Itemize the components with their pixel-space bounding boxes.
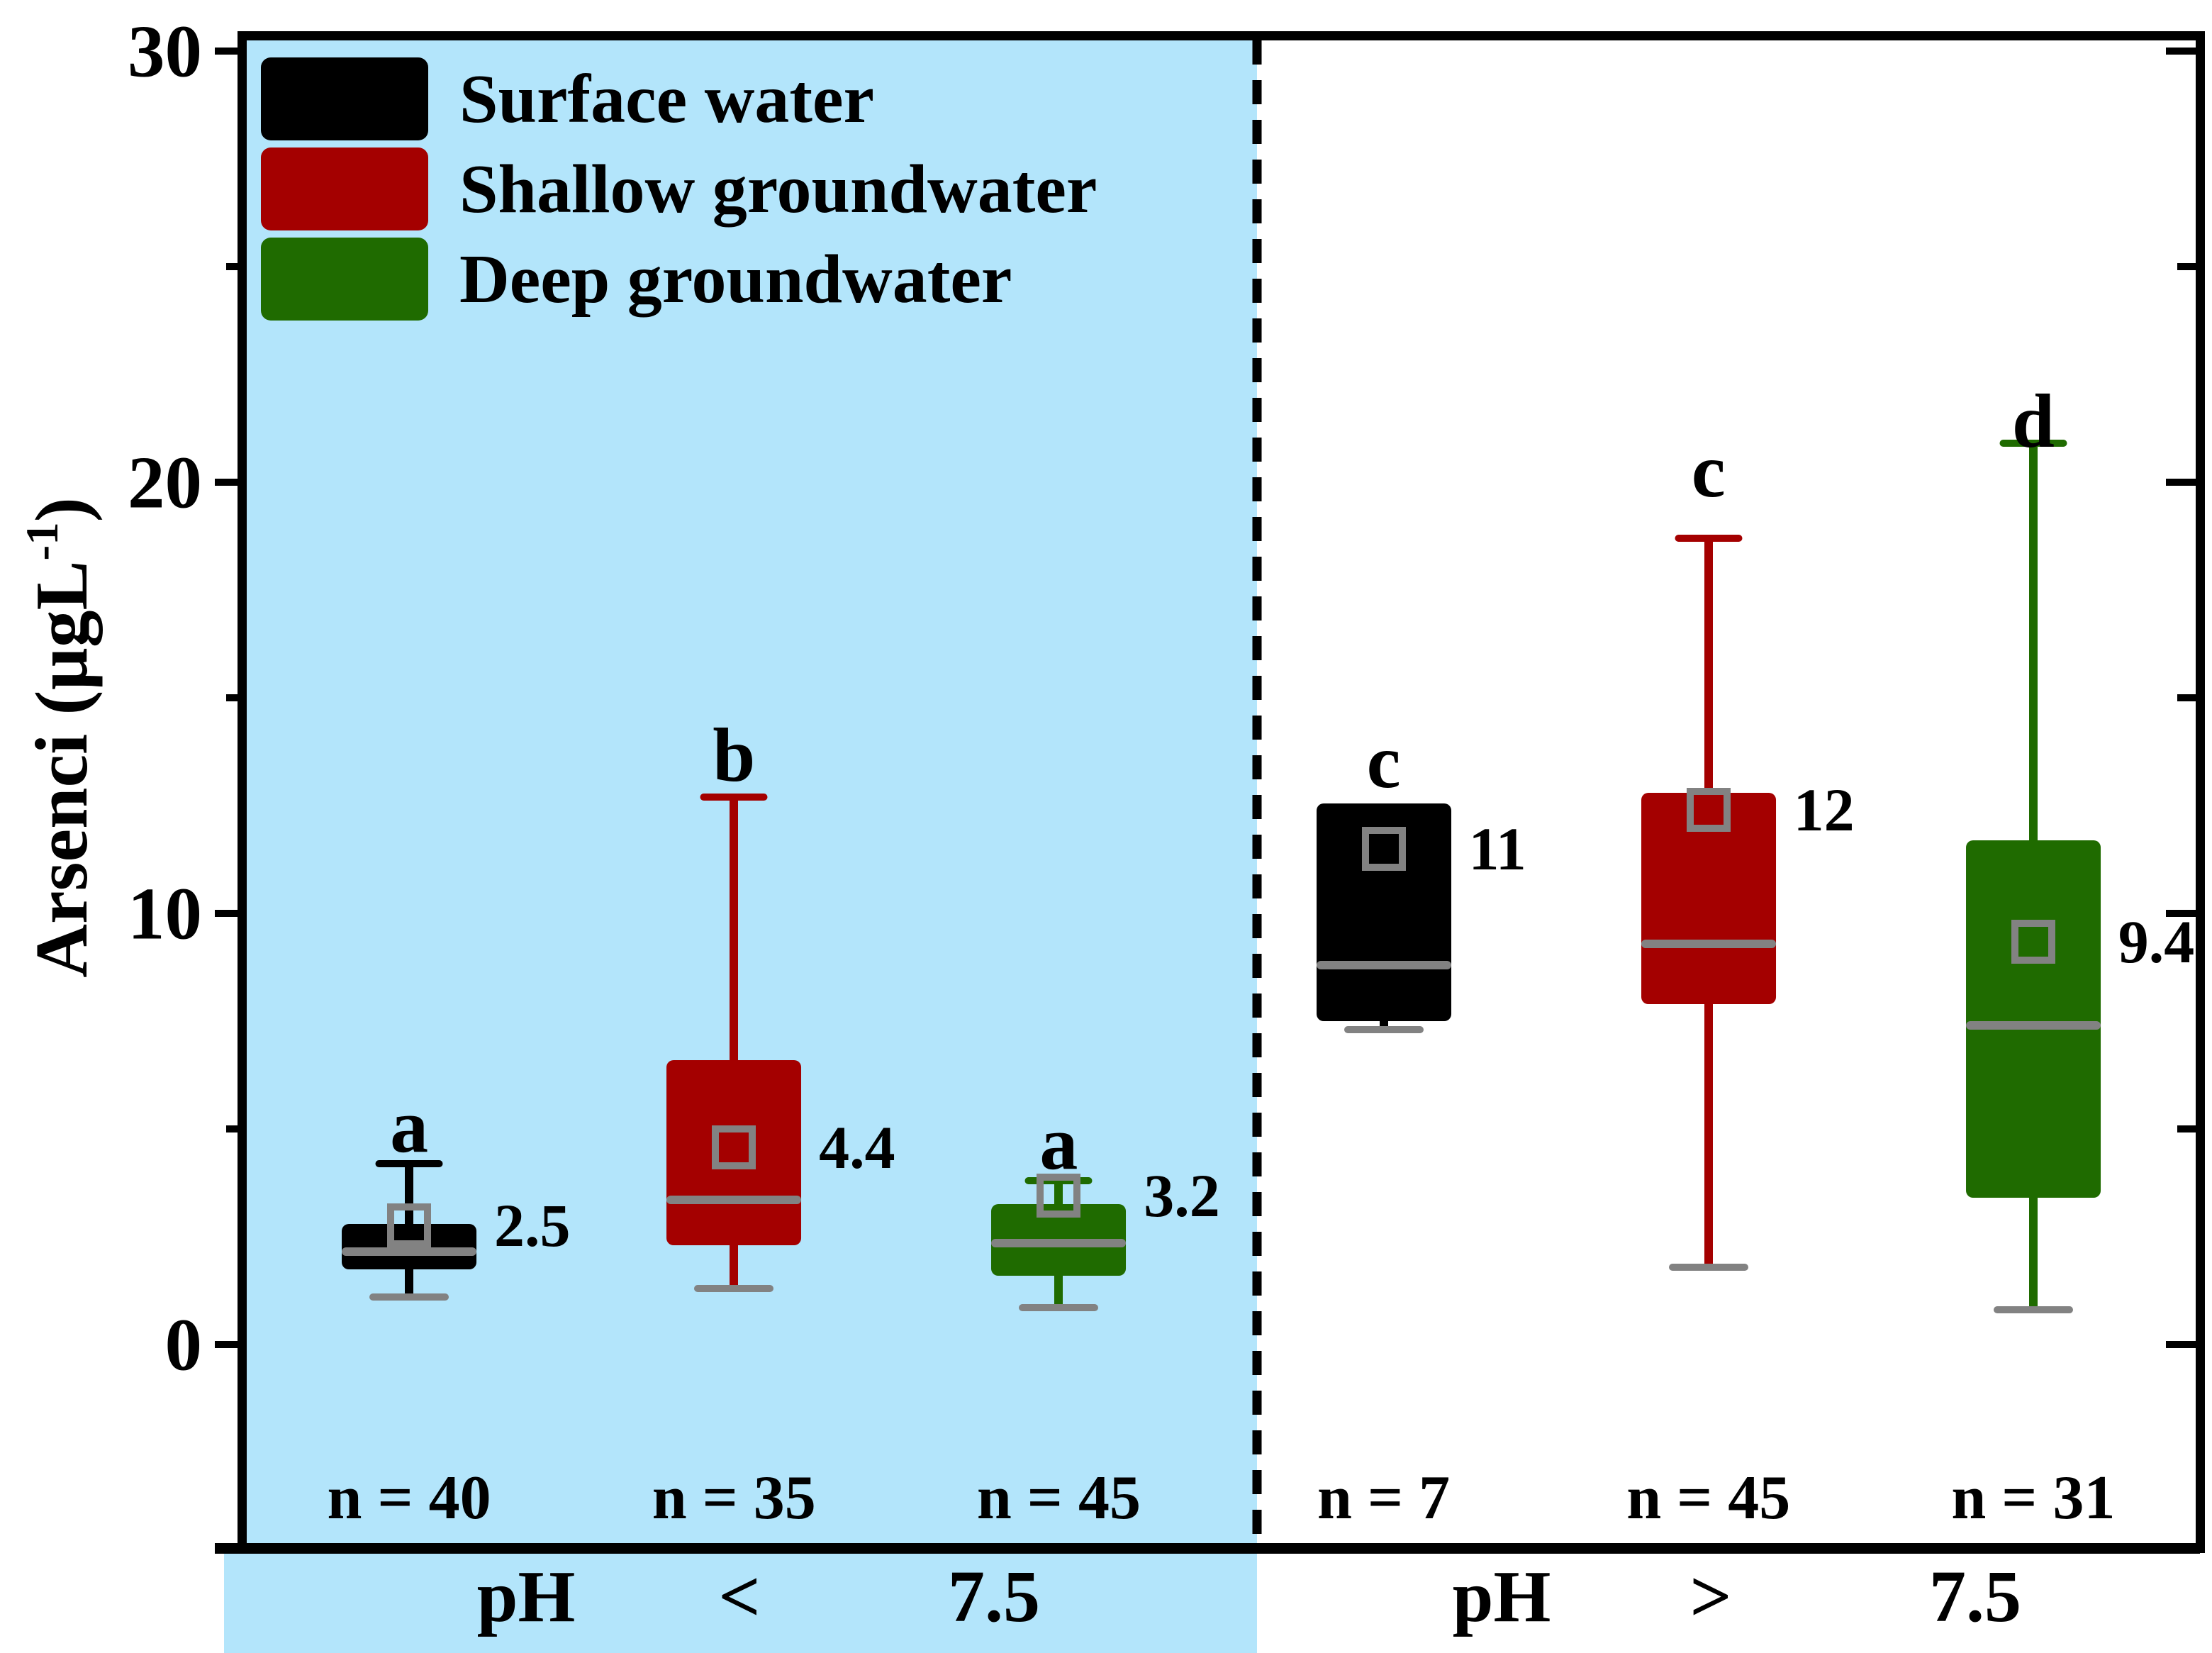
mean-value-label: 11 bbox=[1468, 814, 1526, 883]
significance-letter: c bbox=[1691, 428, 1726, 513]
significance-letter: a bbox=[1039, 1101, 1078, 1186]
upper-whisker-cap bbox=[375, 1159, 443, 1167]
lower-whisker-cap bbox=[694, 1284, 774, 1292]
mean-marker bbox=[1361, 826, 1406, 871]
y-axis-major-tick bbox=[215, 910, 247, 917]
mean-marker bbox=[1686, 788, 1731, 833]
panel-label-word: pH bbox=[1452, 1556, 1551, 1637]
lower-whisker bbox=[1704, 1003, 1713, 1267]
mean-marker bbox=[2011, 919, 2055, 964]
lower-whisker bbox=[1054, 1275, 1063, 1308]
panel-label-word: 7.5 bbox=[948, 1556, 1040, 1637]
x-axis-line bbox=[215, 1543, 2200, 1554]
y-axis-major-tick bbox=[215, 48, 247, 55]
legend-swatch bbox=[261, 57, 428, 140]
lower-whisker bbox=[2028, 1198, 2038, 1310]
significance-letter: d bbox=[2011, 379, 2055, 464]
y-axis-minor-tick bbox=[226, 694, 247, 701]
mean-marker bbox=[1037, 1174, 1081, 1218]
lower-whisker bbox=[730, 1245, 739, 1289]
legend: Surface water Shallow groundwater Deep gro… bbox=[261, 57, 1097, 328]
mean-value-label: 3.2 bbox=[1144, 1162, 1220, 1230]
left-panel-footer-strip bbox=[224, 1554, 1257, 1653]
n-count-label: n = 7 bbox=[1317, 1464, 1451, 1533]
panel-divider-dashed-line bbox=[1252, 40, 1262, 1553]
significance-letter: c bbox=[1366, 720, 1401, 805]
median-line bbox=[1965, 1021, 2101, 1030]
mean-value-label: 2.5 bbox=[493, 1191, 571, 1259]
y-tick-label: 10 bbox=[128, 872, 202, 955]
panel-label-word: > bbox=[1689, 1556, 1732, 1637]
y-axis-title-superscript: -1 bbox=[16, 522, 68, 561]
legend-label: Shallow groundwater bbox=[459, 150, 1097, 228]
lower-whisker-cap bbox=[1668, 1263, 1748, 1271]
lower-whisker bbox=[405, 1269, 414, 1298]
box bbox=[666, 1059, 802, 1246]
y-axis-right-major-tick bbox=[2166, 1341, 2196, 1348]
legend-row: Deep groundwater bbox=[261, 238, 1097, 321]
significance-letter: b bbox=[713, 713, 756, 798]
y-axis-major-tick bbox=[215, 1341, 247, 1348]
mean-value-label: 4.4 bbox=[819, 1113, 895, 1181]
n-count-label: n = 35 bbox=[652, 1464, 816, 1533]
y-tick-label: 20 bbox=[128, 440, 202, 524]
n-count-label: n = 31 bbox=[1951, 1464, 2116, 1533]
significance-letter: a bbox=[390, 1084, 429, 1169]
panel-label-word: < bbox=[718, 1556, 761, 1637]
legend-row: Shallow groundwater bbox=[261, 148, 1097, 230]
y-axis-right-minor-tick bbox=[2177, 263, 2196, 270]
plot-area: Surface water Shallow groundwater Deep gro… bbox=[238, 31, 2205, 1553]
box bbox=[1316, 803, 1451, 1021]
legend-row: Surface water bbox=[261, 57, 1097, 140]
upper-whisker-cap bbox=[1999, 440, 2067, 447]
y-axis-right-major-tick bbox=[2166, 910, 2196, 917]
lower-whisker-cap bbox=[1019, 1304, 1099, 1312]
y-axis-minor-tick bbox=[226, 263, 247, 270]
n-count-label: n = 45 bbox=[976, 1464, 1141, 1533]
legend-swatch bbox=[261, 148, 428, 230]
legend-label: Deep groundwater bbox=[459, 240, 1012, 318]
box bbox=[1965, 840, 2101, 1198]
mean-marker bbox=[712, 1125, 756, 1169]
upper-whisker bbox=[1054, 1180, 1063, 1205]
median-line bbox=[991, 1239, 1127, 1248]
upper-whisker bbox=[1704, 538, 1713, 793]
upper-whisker bbox=[2028, 443, 2038, 840]
lower-whisker-cap bbox=[369, 1293, 449, 1301]
upper-whisker-cap bbox=[1675, 535, 1743, 542]
mean-value-label: 9.4 bbox=[2118, 907, 2195, 976]
n-count-label: n = 45 bbox=[1626, 1464, 1791, 1533]
upper-whisker-cap bbox=[700, 793, 768, 801]
legend-label: Surface water bbox=[459, 60, 875, 138]
mean-value-label: 12 bbox=[1793, 776, 1855, 845]
n-count-label: n = 40 bbox=[327, 1464, 491, 1533]
median-line bbox=[1641, 939, 1776, 948]
y-tick-label: 30 bbox=[128, 9, 202, 93]
lower-whisker-cap bbox=[1993, 1306, 2073, 1314]
y-axis-minor-tick bbox=[226, 1125, 247, 1132]
y-tick-label: 0 bbox=[164, 1303, 203, 1386]
y-axis-right-major-tick bbox=[2166, 479, 2196, 486]
median-line bbox=[1316, 960, 1451, 969]
mean-marker bbox=[387, 1203, 432, 1247]
median-line bbox=[342, 1247, 477, 1257]
legend-swatch bbox=[261, 238, 428, 321]
panel-label-word: pH bbox=[476, 1556, 576, 1637]
y-axis-right-minor-tick bbox=[2177, 694, 2196, 701]
panel-label-word: 7.5 bbox=[1929, 1556, 2021, 1637]
median-line bbox=[666, 1196, 802, 1205]
upper-whisker bbox=[730, 796, 739, 1060]
y-axis-right-major-tick bbox=[2166, 47, 2196, 55]
lower-whisker-cap bbox=[1344, 1026, 1424, 1034]
y-axis-major-tick bbox=[215, 479, 247, 486]
y-axis-right-minor-tick bbox=[2177, 1125, 2196, 1132]
